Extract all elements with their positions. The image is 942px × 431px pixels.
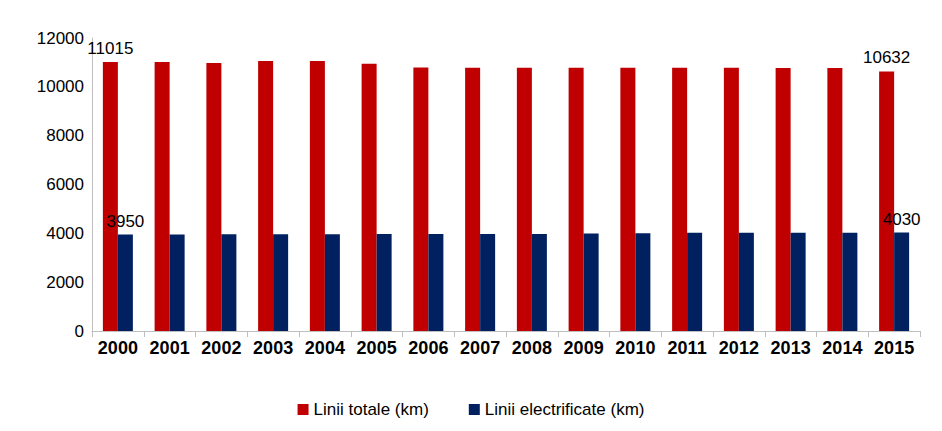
svg-text:2007: 2007 xyxy=(460,338,500,358)
svg-text:2011: 2011 xyxy=(668,338,707,358)
svg-text:10632: 10632 xyxy=(863,48,910,67)
svg-text:2012: 2012 xyxy=(719,338,759,358)
svg-text:12000: 12000 xyxy=(37,29,84,48)
svg-text:0: 0 xyxy=(75,322,84,341)
svg-text:2001: 2001 xyxy=(150,338,190,358)
svg-text:2000: 2000 xyxy=(46,273,84,292)
svg-text:4030: 4030 xyxy=(883,210,921,229)
svg-text:2010: 2010 xyxy=(615,338,655,358)
svg-text:2015: 2015 xyxy=(874,338,914,358)
svg-text:2006: 2006 xyxy=(408,338,448,358)
svg-text:10000: 10000 xyxy=(37,77,84,96)
svg-text:3950: 3950 xyxy=(106,212,144,231)
svg-text:2000: 2000 xyxy=(98,338,138,358)
svg-text:2008: 2008 xyxy=(512,338,552,358)
svg-text:2003: 2003 xyxy=(253,338,293,358)
svg-text:2014: 2014 xyxy=(822,338,862,358)
svg-text:2013: 2013 xyxy=(771,338,811,358)
svg-text:Linii electrificate (km): Linii electrificate (km) xyxy=(485,400,645,419)
svg-text:2004: 2004 xyxy=(305,338,345,358)
svg-text:2009: 2009 xyxy=(564,338,604,358)
svg-text:4000: 4000 xyxy=(46,224,84,243)
svg-text:Linii totale (km): Linii totale (km) xyxy=(314,400,429,419)
svg-text:6000: 6000 xyxy=(46,175,84,194)
svg-text:8000: 8000 xyxy=(46,126,84,145)
svg-text:11015: 11015 xyxy=(87,39,133,58)
svg-text:2005: 2005 xyxy=(357,338,397,358)
svg-text:2002: 2002 xyxy=(201,338,241,358)
